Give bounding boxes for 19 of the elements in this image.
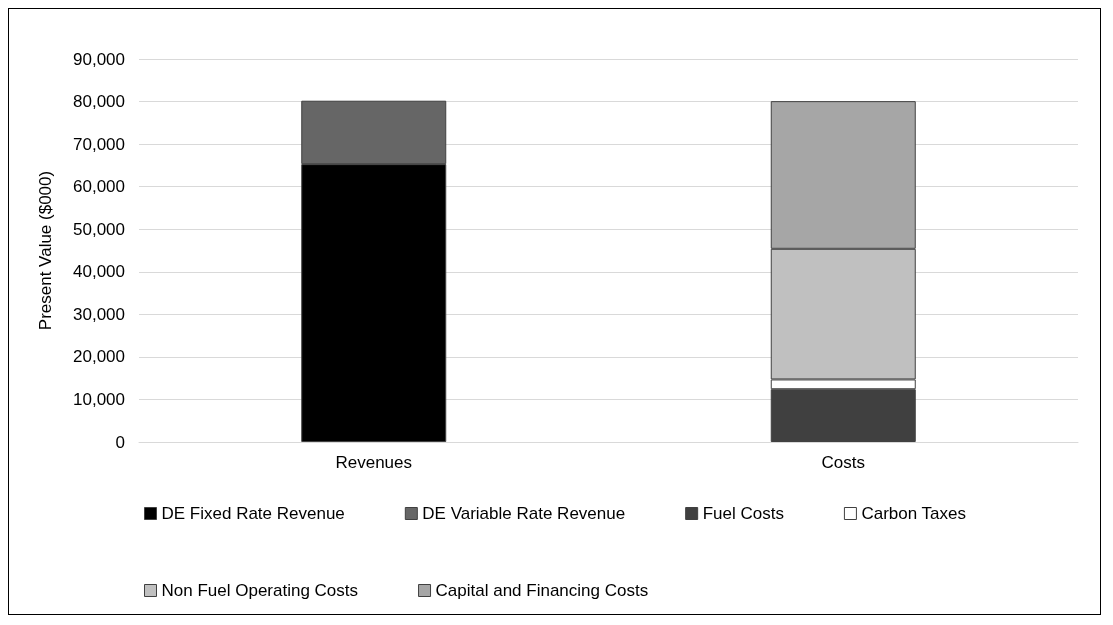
y-tick-label: 0 — [115, 432, 125, 452]
legend-label: DE Fixed Rate Revenue — [161, 504, 345, 523]
y-tick-label: 50,000 — [73, 219, 125, 239]
x-tick-label: Revenues — [335, 453, 413, 472]
y-tick-label: 60,000 — [73, 177, 125, 197]
legend-label: Capital and Financing Costs — [435, 581, 649, 600]
legend-label: Carbon Taxes — [861, 504, 967, 523]
y-tick-label: 30,000 — [73, 304, 125, 324]
y-tick-label: 70,000 — [73, 134, 125, 154]
y-tick-label: 20,000 — [73, 347, 125, 367]
legend-label: DE Variable Rate Revenue — [422, 504, 626, 523]
legend-label: Fuel Costs — [702, 504, 784, 523]
y-axis-title: Present Value ($000) — [36, 170, 55, 331]
x-tick-label: Costs — [821, 453, 865, 472]
y-tick-label: 80,000 — [73, 92, 125, 112]
y-tick-label: 40,000 — [73, 262, 125, 282]
legend-label: Non Fuel Operating Costs — [161, 581, 359, 600]
y-tick-label: 90,000 — [73, 49, 125, 69]
y-tick-label: 10,000 — [73, 389, 125, 409]
